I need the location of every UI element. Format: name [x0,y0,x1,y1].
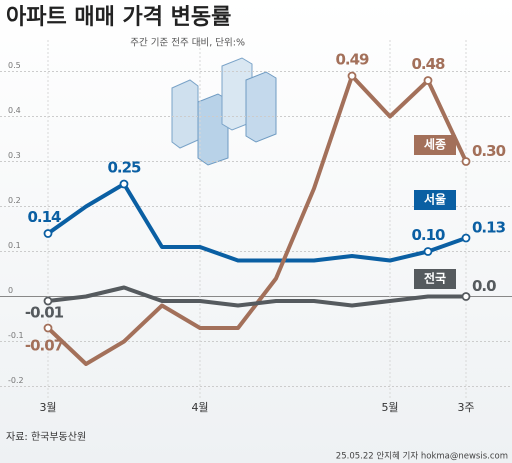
point-marker [461,157,471,166]
data-label: 0.49 [335,51,369,69]
data-label: 0.13 [472,219,506,237]
point-marker [43,229,53,238]
point-marker [43,296,53,306]
source: 자료: 한국부동산원 [6,431,86,443]
buildings-icon [171,57,277,166]
data-label: 0.48 [411,55,445,73]
x-tick-label: 4월 [191,401,208,414]
y-tick-label: -0.1 [8,331,24,340]
y-tick-label: 0.3 [8,151,21,160]
subtitle: 주간 기준 전주 대비, 단위:% [130,37,245,49]
legend-label: 세종 [424,137,446,152]
data-label: 0.0 [472,277,496,295]
data-label: 0.14 [27,208,61,226]
series-line [46,182,467,263]
legend-box [414,135,456,155]
point-marker [43,323,53,333]
x-tick-label: 3월 [39,401,56,414]
y-tick-label: 0.5 [8,61,21,70]
point-marker [461,292,471,301]
y-tick-label: 0.4 [8,106,21,115]
x-tick-label: 3주 [457,401,474,414]
legend-box [414,269,456,289]
y-tick-label: -0.2 [8,376,24,385]
legend-label: 서울 [424,192,446,207]
data-label: -0.01 [25,304,64,322]
legend-box [414,190,456,210]
legend-label: 전국 [424,271,446,286]
point-marker [423,76,433,85]
x-tick-label: 5월 [381,401,398,414]
data-label: 0.10 [411,226,445,244]
credit: 25.05.22 안지혜 기자 hokma@newsis.com [336,451,508,462]
series-line [47,285,466,308]
point-marker [423,247,433,256]
y-tick-label: 0.1 [8,241,21,250]
y-tick-label: 0 [8,286,13,295]
point-marker [119,179,129,189]
point-marker [347,71,357,81]
point-marker [461,233,471,243]
data-label: -0.07 [25,337,64,355]
y-tick-label: 0.2 [8,196,21,205]
data-label: 0.25 [107,159,141,177]
chart-title: 아파트 매매 가격 변동률 [6,5,231,30]
data-label: 0.30 [472,142,506,160]
